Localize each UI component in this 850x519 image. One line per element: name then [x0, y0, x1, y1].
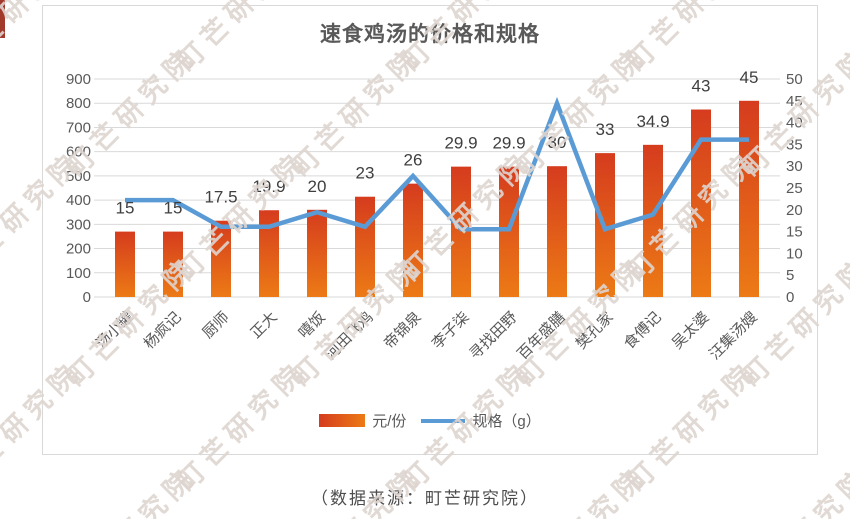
left-axis-tick-label: 700 [66, 119, 91, 136]
bar [547, 166, 567, 297]
right-axis-tick-label: 45 [786, 93, 803, 110]
bar [643, 144, 663, 297]
legend-bar-label: 元/份 [372, 413, 407, 430]
watermark-text: 町芒研究院 [846, 145, 850, 287]
data-label: 34.9 [636, 112, 669, 131]
line-series [125, 96, 749, 232]
bar [451, 166, 471, 297]
left-axis-tick-label: 400 [66, 192, 91, 209]
data-label: 33 [596, 120, 615, 139]
right-axis-tick-label: 0 [786, 289, 794, 306]
data-label: 29.9 [492, 134, 525, 153]
left-axis-tick-label: 100 [66, 265, 91, 282]
left-axis-tick-label: 0 [83, 289, 91, 306]
left-axis-tick-label: 500 [66, 168, 91, 185]
right-axis-tick-label: 20 [786, 202, 803, 219]
watermark-text: 町芒研究院 [846, 0, 850, 77]
bar [739, 100, 759, 297]
bar [163, 231, 183, 297]
bar [355, 196, 375, 297]
bar [403, 183, 423, 297]
data-label: 26 [404, 151, 423, 170]
data-label: 45 [740, 68, 759, 87]
legend-bar-swatch-icon [319, 414, 366, 427]
chart: 速食鸡汤的价格和规格 900 800 700 600 500 400 300 200 100 0 5… [42, 5, 818, 455]
plot-area: 9008007006005004003002001000504540353025… [66, 68, 803, 306]
data-label: 15 [116, 199, 135, 218]
right-axis-tick-label: 30 [786, 158, 803, 175]
data-label: 43 [692, 77, 711, 96]
data-label: 30 [548, 133, 567, 152]
bar [499, 166, 519, 297]
bar [691, 109, 711, 298]
bar [259, 210, 279, 297]
left-axis-tick-label: 300 [66, 216, 91, 233]
left-axis-tick-label: 200 [66, 241, 91, 258]
right-axis-tick-label: 50 [786, 71, 803, 88]
bar [211, 220, 231, 297]
data-label: 20 [308, 177, 327, 196]
right-axis-tick-label: 10 [786, 245, 803, 262]
data-label: 23 [356, 164, 375, 183]
data-label: 17.5 [204, 188, 237, 207]
left-axis-tick-label: 600 [66, 144, 91, 161]
left-axis-tick-label: 900 [66, 71, 91, 88]
legend-line-label: 规格（g） [472, 413, 541, 430]
left-axis-tick-label: 800 [66, 95, 91, 112]
right-axis-tick-label: 25 [786, 180, 803, 197]
chart-title: 速食鸡汤的价格和规格 [320, 23, 540, 46]
right-axis-tick-label: 40 [786, 115, 803, 132]
source-note: （数据来源：町芒研究院） [311, 489, 539, 508]
bar [307, 209, 327, 297]
data-label: 29.9 [444, 134, 477, 153]
right-axis-tick-label: 5 [786, 267, 794, 284]
legend: 元/份 规格（g） [43, 410, 817, 431]
legend-line-swatch-icon [421, 418, 466, 423]
watermark-text: 町芒研究院 [846, 355, 850, 497]
corner-red-strip [0, 0, 5, 38]
data-label: 19.9 [252, 177, 285, 196]
bar [115, 231, 135, 297]
right-axis-tick-label: 35 [786, 136, 803, 153]
data-label: 15 [164, 199, 183, 218]
right-axis-tick-label: 15 [786, 224, 803, 241]
